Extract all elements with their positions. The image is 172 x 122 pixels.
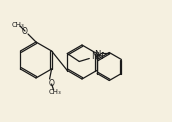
Text: CH₃: CH₃	[48, 89, 61, 95]
Text: NH: NH	[91, 52, 104, 61]
Text: O: O	[49, 80, 55, 88]
Text: O: O	[22, 26, 28, 36]
Text: CH₃: CH₃	[12, 22, 24, 28]
Text: N: N	[95, 50, 101, 59]
